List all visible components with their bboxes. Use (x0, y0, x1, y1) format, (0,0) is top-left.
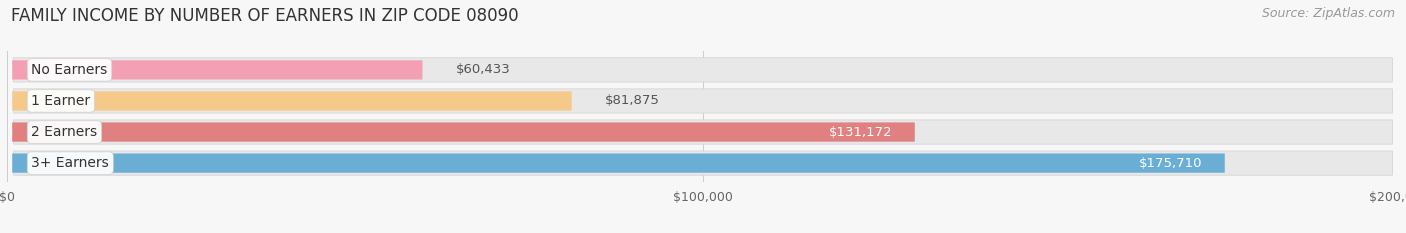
FancyBboxPatch shape (14, 58, 1392, 82)
FancyBboxPatch shape (13, 154, 1225, 173)
Text: $175,710: $175,710 (1139, 157, 1202, 170)
FancyBboxPatch shape (14, 89, 1392, 113)
Text: Source: ZipAtlas.com: Source: ZipAtlas.com (1261, 7, 1395, 20)
FancyBboxPatch shape (14, 151, 1392, 175)
Text: FAMILY INCOME BY NUMBER OF EARNERS IN ZIP CODE 08090: FAMILY INCOME BY NUMBER OF EARNERS IN ZI… (11, 7, 519, 25)
Text: $60,433: $60,433 (456, 63, 510, 76)
Text: 2 Earners: 2 Earners (31, 125, 97, 139)
FancyBboxPatch shape (13, 122, 915, 142)
Text: 3+ Earners: 3+ Earners (31, 156, 110, 170)
Text: No Earners: No Earners (31, 63, 108, 77)
Text: $81,875: $81,875 (605, 94, 659, 107)
Text: 1 Earner: 1 Earner (31, 94, 90, 108)
FancyBboxPatch shape (13, 60, 422, 79)
FancyBboxPatch shape (13, 91, 572, 111)
FancyBboxPatch shape (14, 120, 1392, 144)
Text: $131,172: $131,172 (828, 126, 893, 139)
